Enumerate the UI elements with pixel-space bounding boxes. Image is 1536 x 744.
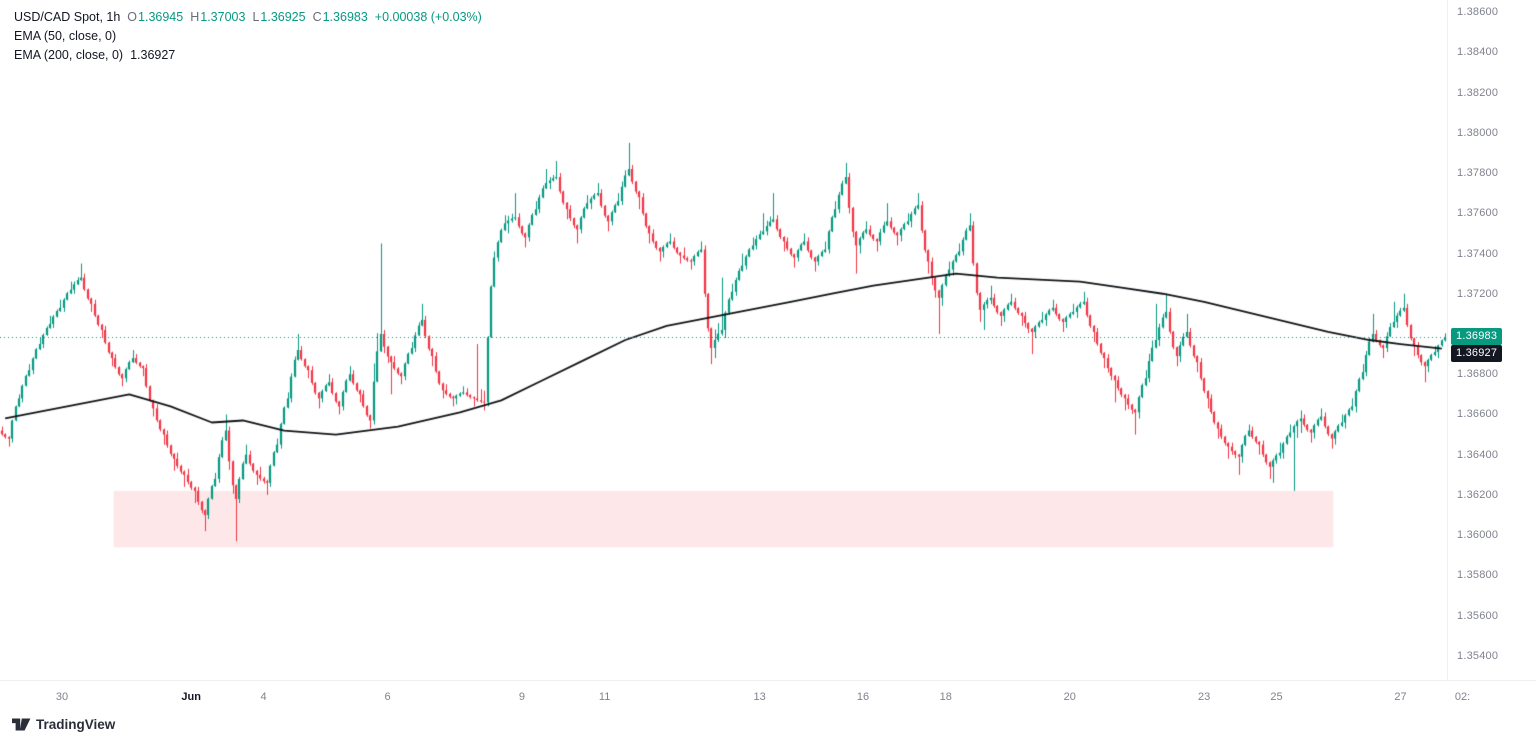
price-tick-label: 1.38600 xyxy=(1457,6,1499,19)
time-tick-label: 6 xyxy=(384,691,391,703)
tradingview-logo[interactable]: TradingView xyxy=(12,717,115,732)
price-tick-label: 1.36400 xyxy=(1457,448,1499,461)
time-tick-label: 4 xyxy=(260,691,267,703)
change-value: +0.00038 (+0.03%) xyxy=(374,9,482,24)
ema200-label: EMA (200, close, 0) xyxy=(14,47,124,62)
time-tick-label: 25 xyxy=(1270,691,1283,703)
price-tick-label: 1.36600 xyxy=(1457,408,1499,421)
indicator-ema50[interactable]: EMA (50, close, 0) xyxy=(14,26,482,45)
price-tick-label: 1.35800 xyxy=(1457,569,1499,582)
legend: USD/CAD Spot, 1h O 1.36945 H 1.37003 L 1.36… xyxy=(14,7,482,64)
price-tick-label: 1.36800 xyxy=(1457,368,1499,381)
last-price-label: 1.36983 xyxy=(1451,328,1503,346)
time-axis[interactable]: 30 Jun 4 6 9 11 13 16 18 20 23 25 27 02: xyxy=(0,680,1536,713)
time-tick-label: 30 xyxy=(55,691,69,703)
time-tick-label: 11 xyxy=(598,691,611,703)
price-tick-label: 1.36000 xyxy=(1457,529,1499,542)
price-chart-canvas[interactable] xyxy=(0,0,1447,680)
ema200-price-label: 1.36927 xyxy=(1451,345,1503,363)
ohlc-close: C 1.36983 xyxy=(312,9,368,24)
price-tick-label: 1.37800 xyxy=(1457,167,1499,180)
symbol-title: USD/CAD Spot, 1h xyxy=(14,9,121,24)
tradingview-mark-icon xyxy=(12,718,31,731)
time-tick-label: 02: xyxy=(1454,691,1471,703)
time-tick-label: Jun xyxy=(181,691,201,703)
price-tick-label: 1.38400 xyxy=(1457,46,1499,59)
price-tick-label: 1.35400 xyxy=(1457,649,1499,662)
price-tick-label: 1.37400 xyxy=(1457,247,1499,260)
price-tick-label: 1.38200 xyxy=(1457,86,1499,99)
ohlc-high: H 1.37003 xyxy=(190,9,246,24)
price-axis[interactable]: 1.36983 1.36927 1.38600 1.38400 1.38200 1.3… xyxy=(1447,0,1536,680)
time-tick-label: 20 xyxy=(1063,691,1076,703)
time-tick-label: 13 xyxy=(753,691,766,703)
symbol-legend[interactable]: USD/CAD Spot, 1h O 1.36945 H 1.37003 L 1.36… xyxy=(14,7,482,26)
ema200-value: 1.36927 xyxy=(130,47,176,62)
price-tick-label: 1.35600 xyxy=(1457,609,1499,622)
ohlc-open: O 1.36945 xyxy=(127,9,184,24)
price-tick-label: 1.37600 xyxy=(1457,207,1499,220)
price-tick-label: 1.36200 xyxy=(1457,488,1499,501)
time-tick-label: 16 xyxy=(856,691,870,703)
time-tick-label: 18 xyxy=(939,691,952,703)
price-tick-label: 1.38000 xyxy=(1457,126,1499,139)
price-tick-label: 1.37200 xyxy=(1457,287,1499,300)
ema50-label: EMA (50, close, 0) xyxy=(14,28,117,43)
time-tick-label: 23 xyxy=(1197,691,1211,703)
time-tick-label: 9 xyxy=(518,691,526,703)
indicator-ema200[interactable]: EMA (200, close, 0) 1.36927 xyxy=(14,45,482,64)
ohlc-low: L 1.36925 xyxy=(252,9,306,24)
tradingview-logo-text: TradingView xyxy=(36,717,116,732)
time-tick-label: 27 xyxy=(1394,691,1407,703)
